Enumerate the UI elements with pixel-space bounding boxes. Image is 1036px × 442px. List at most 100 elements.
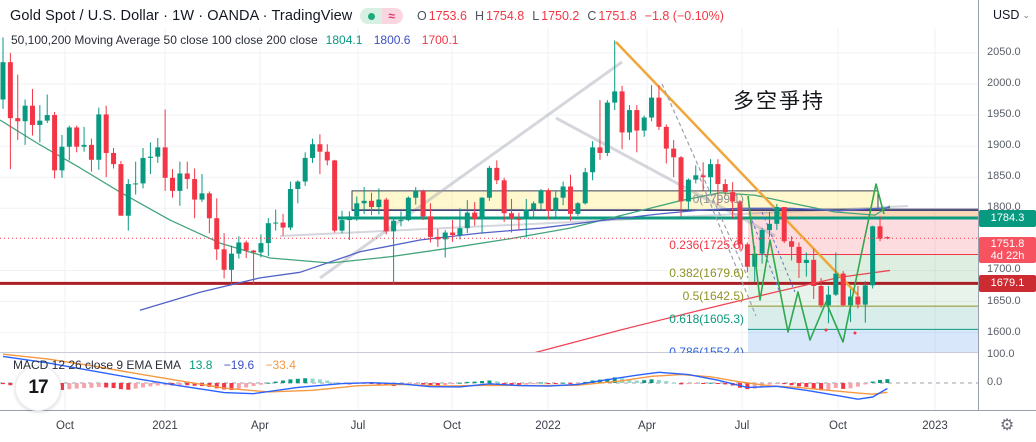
- time-axis-tick: Oct: [443, 420, 461, 432]
- candle: [74, 125, 80, 153]
- fib-level-label: 0.786(1552.4): [669, 345, 744, 353]
- candle: [287, 181, 293, 231]
- candle: [177, 161, 183, 206]
- candle: [619, 85, 625, 150]
- candle: [420, 189, 426, 221]
- symbol-legend[interactable]: Gold Spot / U.S. Dollar · 1W · OANDA · T…: [10, 8, 730, 24]
- price-badge: 1751.8 4d 22h: [979, 237, 1036, 264]
- candle: [590, 141, 596, 181]
- candle: [811, 248, 817, 300]
- tradingview-logo[interactable]: 17: [15, 365, 61, 411]
- price-badge: 1679.1: [979, 274, 1036, 292]
- currency-label: USD: [993, 8, 1020, 22]
- candle: [346, 211, 352, 240]
- candle: [472, 202, 478, 226]
- annotation-text[interactable]: 多空爭持: [733, 90, 825, 113]
- currency-selector[interactable]: USD ⌄: [993, 8, 1030, 22]
- candle: [553, 190, 559, 220]
- candle: [162, 109, 168, 191]
- candle: [737, 200, 743, 251]
- candle: [103, 105, 109, 178]
- candle: [509, 198, 515, 233]
- candle: [700, 162, 706, 191]
- candle: [265, 218, 271, 257]
- candle: [531, 201, 537, 218]
- candle: [663, 124, 669, 164]
- macd-axis-tick: 0.0: [987, 376, 1003, 388]
- fib-level-label: 0.618(1605.3): [669, 312, 744, 327]
- candle: [199, 174, 205, 203]
- candle: [66, 125, 72, 161]
- time-axis-tick: 2023: [922, 420, 948, 432]
- candle: [29, 88, 35, 136]
- candle: [140, 147, 146, 189]
- time-axis-tick: 2022: [535, 420, 561, 432]
- symbol-title[interactable]: Gold Spot / U.S. Dollar · 1W · OANDA · T…: [10, 8, 353, 24]
- candle: [214, 198, 220, 260]
- axis-settings-gear-icon[interactable]: ⚙: [999, 417, 1015, 434]
- chevron-down-icon: ⌄: [1022, 9, 1030, 20]
- macd-legend-text: MACD 12 26 close 9 EMA EMA: [13, 358, 182, 372]
- candle: [354, 196, 360, 221]
- candle: [693, 165, 699, 184]
- candle: [361, 187, 367, 214]
- candle: [575, 202, 581, 216]
- low-value: 1750.2: [541, 9, 580, 23]
- candle: [273, 209, 279, 231]
- price-axis-tick: 1950.0: [987, 108, 1021, 121]
- price-axis-tick: 1900.0: [987, 139, 1021, 152]
- candle: [862, 281, 868, 323]
- candle: [870, 225, 876, 289]
- candle: [671, 139, 677, 178]
- time-axis-tick: Jul: [350, 420, 366, 432]
- market-status-pill[interactable]: ≈: [360, 8, 403, 24]
- candle: [759, 228, 765, 264]
- open-label: O: [416, 9, 427, 23]
- delayed-data-icon: ≈: [382, 8, 403, 24]
- price-axis-tick: 2000.0: [987, 76, 1021, 89]
- close-label: C: [587, 9, 597, 23]
- candle: [280, 213, 286, 236]
- time-axis[interactable]: Oct 2021 Apr Jul Oct 2022 Apr Jul Oct 2023: [0, 411, 1036, 442]
- candle: [494, 160, 500, 185]
- candle: [332, 159, 338, 233]
- time-axis-tick: Oct: [829, 420, 847, 432]
- high-value: 1754.8: [485, 9, 525, 23]
- macd-indicator-legend[interactable]: MACD 12 26 close 9 EMA EMA 13.8 −19.6 −3…: [13, 358, 296, 372]
- candle: [96, 107, 102, 170]
- time-axis-tick: 2021: [152, 420, 178, 432]
- candle: [479, 197, 485, 234]
- candle: [457, 208, 463, 240]
- time-axis-tick: Apr: [638, 420, 656, 432]
- candle: [803, 252, 809, 277]
- candle: [884, 236, 890, 240]
- candle: [567, 174, 573, 221]
- candle: [818, 277, 824, 308]
- candle: [774, 203, 780, 231]
- ma200-value: 1700.1: [421, 33, 459, 47]
- candle: [170, 169, 176, 198]
- candle: [612, 40, 618, 111]
- candle: [221, 233, 227, 279]
- candle: [369, 192, 374, 216]
- candle: [15, 74, 21, 140]
- low-label: L: [532, 9, 540, 23]
- macd-signal-value: −33.4: [265, 358, 296, 372]
- candle: [545, 188, 551, 220]
- candle: [442, 230, 448, 258]
- candle: [37, 105, 43, 143]
- macd-hist-value: 13.8: [189, 358, 213, 372]
- candle: [744, 242, 750, 273]
- candle: [722, 179, 728, 196]
- candle: [147, 142, 153, 175]
- candle: [398, 211, 404, 227]
- candle: [708, 159, 714, 194]
- price-axis[interactable]: 2050.0 2000.0 1950.0 1900.0 1850.0 1800.0 1700…: [979, 0, 1036, 410]
- close-value: 1751.8: [598, 9, 637, 23]
- candle: [243, 240, 249, 259]
- ma-indicator-legend[interactable]: 50,100,200 Moving Average 50 close 100 c…: [11, 33, 458, 47]
- price-axis-tick: 2050.0: [987, 45, 1021, 58]
- candle: [310, 138, 316, 163]
